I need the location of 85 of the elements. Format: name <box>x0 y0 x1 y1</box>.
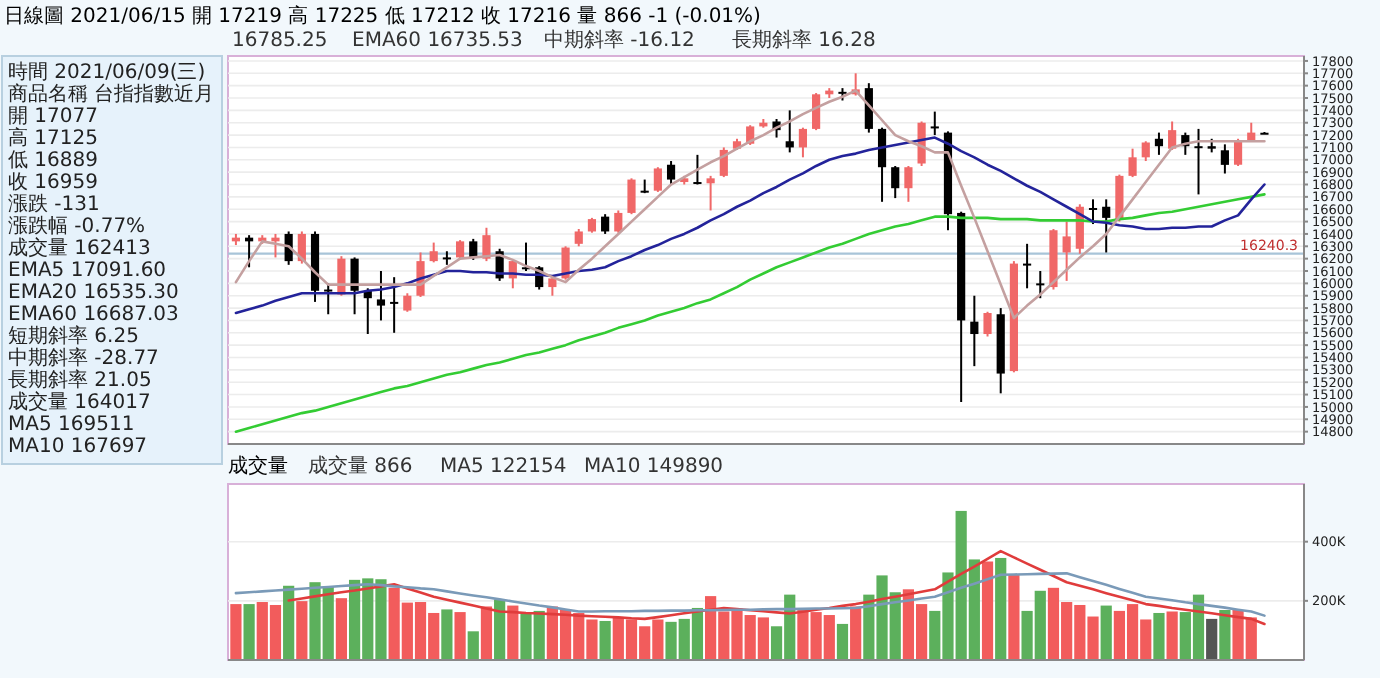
candlestick <box>877 126 887 203</box>
bar <box>1100 605 1112 660</box>
text: 成交量 164017 <box>8 390 151 414</box>
candlestick <box>601 213 610 235</box>
candlestick <box>1036 270 1045 300</box>
candlestick <box>627 177 636 216</box>
bar <box>335 598 348 660</box>
candlestick <box>930 110 939 137</box>
bar <box>1153 612 1165 660</box>
text: 商品名稱 台指指數近月 <box>8 82 215 106</box>
candlestick <box>904 164 913 203</box>
bar <box>283 585 295 660</box>
text: 低 16889 <box>8 150 98 172</box>
candlestick <box>1128 147 1137 179</box>
candlestick <box>1088 198 1098 226</box>
text: 長期斜率 21.05 <box>8 368 152 392</box>
candlestick <box>666 160 676 186</box>
text: 成交量 162413 <box>8 236 151 260</box>
bar <box>1008 574 1020 660</box>
bar <box>494 599 506 660</box>
bar <box>836 623 849 660</box>
candlestick <box>1154 131 1164 156</box>
candlestick <box>653 166 662 193</box>
bar <box>296 601 308 660</box>
text: 時間 2021/06/09(三) <box>8 60 206 84</box>
text: 短期斜率 6.25 <box>8 324 139 348</box>
bar <box>230 604 242 660</box>
candlestick <box>1115 173 1124 223</box>
candlestick <box>785 109 794 154</box>
candlestick <box>983 310 992 338</box>
text: 漲跌幅 -0.77% <box>8 214 146 238</box>
candlestick <box>271 232 280 259</box>
text: 高 17125 <box>8 126 98 150</box>
candlestick <box>706 174 715 212</box>
candlestick <box>1102 198 1111 254</box>
candlestick <box>891 164 900 200</box>
candlestick <box>482 226 491 263</box>
bar <box>981 561 994 660</box>
text: EMA5 17091.60 <box>8 260 167 282</box>
candlestick <box>693 153 702 186</box>
candlestick <box>970 294 979 368</box>
text: MA10 167697 <box>8 436 148 458</box>
text: MA10 149890 <box>584 456 724 478</box>
text: MA5 169511 <box>8 414 135 436</box>
candlestick <box>376 270 386 322</box>
chart-title: 成交量 <box>228 454 288 478</box>
text: 收 16959 <box>8 172 98 194</box>
candlestick <box>798 126 808 159</box>
text: 中期斜率 -16.12 <box>544 28 695 52</box>
text: 16785.25 <box>232 30 328 52</box>
candlestick <box>390 276 399 334</box>
text: 長期斜率 16.28 <box>732 28 876 52</box>
chart-title: 日線圖 2021/06/15 開 17219 高 17225 低 17212 收 17216 量 866 -1 (-0.01%) <box>4 4 762 28</box>
candlestick <box>1062 220 1071 282</box>
bar <box>1206 618 1218 660</box>
text: 中期斜率 -28.77 <box>8 346 159 370</box>
candlestick <box>324 282 333 316</box>
text: 漲跌 -131 <box>8 192 100 216</box>
text: EMA20 16535.30 <box>8 282 179 304</box>
bar <box>454 612 466 660</box>
text: MA5 122154 <box>440 456 567 478</box>
candlestick <box>429 241 438 264</box>
bar <box>243 604 255 660</box>
bar <box>995 557 1007 660</box>
bar <box>467 631 479 660</box>
candlestick <box>1194 127 1203 196</box>
bar <box>1219 610 1231 660</box>
text: 成交量 866 <box>308 454 413 478</box>
candlestick <box>403 292 412 313</box>
bar <box>599 620 611 660</box>
bar <box>441 609 453 660</box>
bar <box>850 606 862 660</box>
candlestick <box>561 245 570 281</box>
text: 開 17077 <box>8 106 98 128</box>
candlestick <box>812 92 821 132</box>
bar <box>1166 611 1178 660</box>
text: EMA60 16687.03 <box>8 304 179 326</box>
candlestick <box>614 209 623 234</box>
bar <box>480 606 493 660</box>
candlestick <box>1220 143 1229 175</box>
bar <box>507 605 519 660</box>
candlestick <box>469 237 478 261</box>
candlestick <box>1023 242 1032 290</box>
text: EMA60 16735.53 <box>352 30 523 52</box>
candlestick <box>1141 140 1150 163</box>
